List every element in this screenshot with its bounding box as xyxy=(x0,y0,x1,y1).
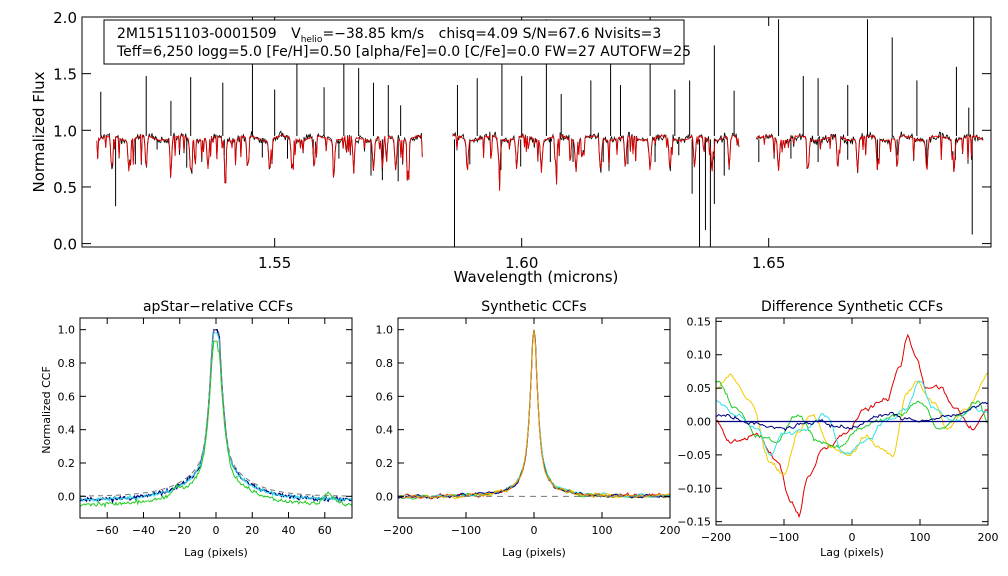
apstar-ccf-panel: apStar−relative CCFs −60 −40 −20 0 20 40 60 0.0… xyxy=(40,299,353,559)
difference-ccf-xlabel: Lag (pixels) xyxy=(820,546,884,559)
annotation-line-2: Teff=6,250 logg=5.0 [Fe/H]=0.50 [alpha/F… xyxy=(116,44,691,60)
synthetic-ccf-ytick-label: 0.6 xyxy=(376,390,394,403)
apstar-ccf-xtick-label: 40 xyxy=(282,524,296,537)
annotation-line-1: 2M15151103-0001509 Vhelio=−38.85 km/s ch… xyxy=(117,26,661,45)
difference-ccf-ytick-label: −0.10 xyxy=(677,482,711,495)
synthetic-ccf-model-green xyxy=(397,329,671,500)
apstar-ccf-ytick-label: 0.2 xyxy=(58,457,76,470)
apstar-ccf-xlabel: Lag (pixels) xyxy=(184,546,248,559)
apstar-ccf-line-visit-1 xyxy=(79,332,353,503)
fit-stats: chisq=4.09 S/N=67.6 Nvisits=3 xyxy=(439,26,662,42)
apstar-ccf-ytick-label: 1.0 xyxy=(58,324,76,337)
difference-ccf-diff-cyan xyxy=(715,380,989,457)
spectrum-ytick-label: 1.0 xyxy=(53,122,77,140)
synthetic-ccf-model-orange xyxy=(397,329,671,499)
apstar-ccf-frame xyxy=(79,317,353,519)
difference-ccf-diff-yellow xyxy=(715,373,989,475)
apstar-ccf-xtick-label: 60 xyxy=(318,524,332,537)
synthetic-ccf-model-yellow xyxy=(397,329,671,500)
synthetic-ccf-model-cyan xyxy=(397,329,670,499)
spectrum-annotation: 2M15151103-0001509 Vhelio=−38.85 km/s ch… xyxy=(103,19,691,65)
apstar-ccf-xtick-label: 20 xyxy=(245,524,259,537)
apstar-ccf-line-gaussian-fit xyxy=(79,329,353,497)
apstar-ccf-xtick-label: −20 xyxy=(168,524,191,537)
synthetic-ccf-xtick-label: 0 xyxy=(531,524,538,537)
synthetic-ccf-model-red xyxy=(397,329,671,500)
difference-ccf-xtick-label: 0 xyxy=(849,531,856,544)
spectrum-xlabel: Wavelength (microns) xyxy=(454,268,619,286)
difference-ccf-ytick-label: −0.15 xyxy=(677,516,711,529)
synthetic-ccf-xtick-label: −200 xyxy=(383,524,413,537)
synthetic-ccf-model-navy xyxy=(397,329,671,500)
spectrum-xtick-label: 1.55 xyxy=(258,254,291,272)
apstar-ccf-ytick-label: 0.0 xyxy=(58,490,76,503)
synthetic-ccf-xtick-label: −100 xyxy=(451,524,481,537)
apstar-ccf-ytick-label: 0.8 xyxy=(58,357,76,370)
difference-ccf-ytick-label: 0.05 xyxy=(687,382,712,395)
apstar-ccf-xtick-label: −40 xyxy=(132,524,155,537)
difference-ccf-xtick-label: 100 xyxy=(910,531,931,544)
difference-ccf-ytick-label: −0.05 xyxy=(677,449,711,462)
apstar-ccf-ylabel: Normalized CCF xyxy=(40,366,53,454)
annotation-box xyxy=(103,19,685,65)
apstar-ccf-ytick-label: 0.6 xyxy=(58,390,76,403)
difference-ccf-diff-green xyxy=(715,380,989,449)
vhelio-subscript: helio xyxy=(301,35,323,45)
apstar-ccf-ytick-label: 0.4 xyxy=(58,424,76,437)
difference-ccf-xtick-label: −100 xyxy=(769,531,799,544)
difference-ccf-xtick-label: −200 xyxy=(701,531,731,544)
synthetic-ccf-frame xyxy=(397,317,671,519)
synthetic-ccf-xlabel: Lag (pixels) xyxy=(502,546,566,559)
spectrum-xtick-label: 1.65 xyxy=(752,254,785,272)
difference-ccf-ytick-label: 0.10 xyxy=(687,349,712,362)
spectrum-xtick-label: 1.60 xyxy=(505,254,538,272)
spectrum-ytick-label: 0.5 xyxy=(53,179,77,197)
spectrum-plot-frame xyxy=(81,16,992,248)
synthetic-ccf-ytick-label: 0.2 xyxy=(376,457,394,470)
model-spectrum-chip xyxy=(96,134,423,184)
difference-ccf-ytick-label: 0.00 xyxy=(687,416,712,429)
apstar-ccf-line-sum xyxy=(79,329,353,504)
synthetic-ccf-ytick-label: 0.8 xyxy=(376,357,394,370)
observed-spectrum-chip xyxy=(755,131,984,174)
difference-ccf-xtick-label: 200 xyxy=(978,531,999,544)
difference-ccf-ytick-label: 0.15 xyxy=(687,315,712,328)
synthetic-ccf-ytick-label: 1.0 xyxy=(376,324,394,337)
observed-spectrum-chip xyxy=(452,131,740,190)
vhelio-value: =−38.85 km/s xyxy=(322,26,424,42)
apstar-ccf-title: apStar−relative CCFs xyxy=(143,299,293,315)
apstar-ccf-line-visit-2 xyxy=(79,340,353,509)
vhelio-prefix: V xyxy=(291,26,301,42)
synthetic-ccf-ytick-label: 0.4 xyxy=(376,424,394,437)
synthetic-ccf-panel: Synthetic CCFs −200 −100 0 100 200 0.0 0.2 0.4 0… xyxy=(376,299,681,559)
apstar-ccf-xtick-label: −60 xyxy=(96,524,119,537)
synthetic-ccf-title: Synthetic CCFs xyxy=(481,299,586,315)
model-spectrum-chip xyxy=(452,133,740,191)
spectrum-ytick-label: 0.0 xyxy=(53,236,77,254)
model-spectrum-chip xyxy=(755,133,984,172)
synthetic-ccf-xtick-label: 200 xyxy=(660,524,681,537)
spectrum-ytick-label: 2.0 xyxy=(53,9,77,27)
difference-ccf-diff-navy xyxy=(715,401,989,432)
spectrum-panel: 1.55 1.60 1.65 0.0 0.5 1.0 1.5 2.0 Wavelength (… xyxy=(30,9,992,286)
difference-ccf-title: Difference Synthetic CCFs xyxy=(761,299,943,315)
difference-ccf-panel: Difference Synthetic CCFs −200 −100 0 100 20… xyxy=(677,299,998,559)
spectrum-ytick-label: 1.5 xyxy=(53,66,77,84)
synthetic-ccf-ytick-label: 0.0 xyxy=(376,490,394,503)
spectrum-ylabel: Normalized Flux xyxy=(30,71,48,192)
synthetic-ccf-xtick-label: 100 xyxy=(592,524,613,537)
apstar-ccf-xtick-label: 0 xyxy=(213,524,220,537)
star-id: 2M15151103-0001509 xyxy=(117,26,277,42)
